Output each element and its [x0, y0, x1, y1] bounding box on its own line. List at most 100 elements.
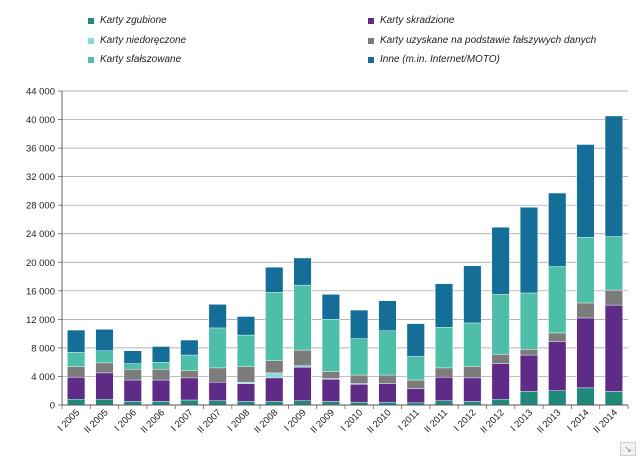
bar-segment — [491, 227, 510, 295]
bar-segment — [604, 391, 623, 406]
bar-segment — [95, 372, 114, 400]
y-tick-label: 12 000 — [26, 315, 55, 326]
x-tick-label: II 2010 — [365, 407, 393, 435]
bar-segment — [293, 257, 312, 286]
bar-segment — [463, 366, 482, 379]
x-tick-label: II 2014 — [592, 407, 620, 435]
legend-item: Karty skradzione — [368, 15, 454, 26]
bar-segment — [548, 390, 567, 406]
bar-segment — [265, 377, 284, 402]
bar-segment — [152, 369, 171, 381]
legend-label: Karty zgubione — [100, 15, 167, 26]
bar-segment — [378, 374, 397, 384]
legend-item: Inne (m.in. Internet/MOTO) — [368, 54, 500, 65]
x-tick-label: I 2008 — [226, 407, 252, 433]
bar-segment — [236, 381, 255, 384]
bar-segment — [548, 266, 567, 334]
bar-segment — [123, 401, 142, 406]
bar-segment — [265, 401, 284, 406]
bar-segment — [67, 329, 86, 353]
bar-segment — [67, 399, 86, 406]
bar-segment — [548, 192, 567, 267]
bar-segment — [378, 383, 397, 403]
bar-segment — [95, 350, 114, 364]
bar-segment — [67, 376, 86, 400]
x-tick-label: II 2009 — [309, 407, 337, 435]
bar-segment — [576, 237, 595, 304]
bar-segment — [576, 302, 595, 319]
bar-segment — [123, 379, 142, 402]
gridlines — [62, 90, 628, 377]
bar-segment — [604, 304, 623, 392]
bar-segment — [123, 363, 142, 370]
bar-segment — [435, 376, 454, 401]
legend-label: Karty sfałszowane — [100, 54, 182, 65]
bar-segment — [350, 384, 369, 403]
bar-segment — [236, 401, 255, 406]
legend-item: Karty sfałszowane — [88, 54, 181, 65]
bar-segment — [180, 354, 199, 371]
bar-segment — [350, 338, 369, 376]
bar-segment — [293, 366, 312, 401]
bar-segment — [95, 399, 114, 406]
bar-segment — [321, 371, 340, 379]
bar-segment — [519, 391, 538, 406]
bar-segment — [208, 304, 227, 329]
bar-segment — [321, 319, 340, 372]
x-tick-label: II 2011 — [422, 407, 450, 435]
x-tick-label: II 2006 — [139, 407, 167, 435]
legend-item: Karty niedoręczone — [88, 35, 186, 46]
y-tick-label: 28 000 — [26, 201, 55, 212]
bar-segment — [378, 300, 397, 331]
bar-segment — [463, 322, 482, 367]
bar-segment — [293, 349, 312, 366]
bar-segment — [463, 401, 482, 406]
bar-segment — [236, 334, 255, 367]
bar-segment — [95, 329, 114, 351]
bar-segment — [321, 294, 340, 320]
legend-swatch — [88, 37, 94, 44]
y-tick-label: 36 000 — [26, 144, 55, 155]
bar-segment — [265, 267, 284, 293]
bar-segment — [123, 350, 142, 364]
x-tick-label: I 2010 — [339, 407, 365, 433]
bar-segment — [491, 354, 510, 364]
bar-segment — [604, 289, 623, 306]
bar-segment — [378, 330, 397, 376]
bar-segment — [519, 207, 538, 294]
bar-segment — [95, 362, 114, 374]
bar-segment — [576, 387, 595, 406]
bar-segment — [208, 327, 227, 369]
x-tick-label: II 2013 — [535, 407, 563, 435]
bar-segment — [123, 369, 142, 381]
y-tick-label: 44 000 — [26, 87, 55, 98]
bar-segment — [208, 381, 227, 401]
y-tick-label: 16 000 — [26, 286, 55, 297]
bar-segment — [67, 351, 86, 367]
legend-swatch — [368, 56, 374, 63]
y-tick-label: 24 000 — [26, 229, 55, 240]
bar-segment — [152, 361, 171, 370]
bar-segment — [548, 341, 567, 391]
legend-label: Karty uzyskane na podstawie fałszywych d… — [380, 35, 597, 46]
bar-segment — [208, 367, 227, 383]
bar-segment — [180, 339, 199, 356]
bar-segment — [152, 379, 171, 402]
bar-segment — [180, 370, 199, 379]
bar-segment — [435, 367, 454, 378]
resize-corner-icon[interactable]: ↘ — [620, 442, 636, 456]
chart-legend: Karty zgubione Karty skradzione Karty nied… — [0, 0, 640, 74]
bar-segment — [350, 309, 369, 339]
legend-item: Karty uzyskane na podstawie fałszywych d… — [368, 35, 596, 46]
y-tick-label: 4 000 — [31, 372, 55, 383]
y-tick-label: 40 000 — [26, 115, 55, 126]
bar-segment — [406, 388, 425, 404]
legend-label: Inne (m.in. Internet/MOTO) — [380, 54, 500, 65]
legend-item: Karty zgubione — [88, 15, 167, 26]
bar-segment — [180, 399, 199, 406]
bar-segment — [576, 317, 595, 389]
bar-segment — [548, 332, 567, 342]
bar-segment — [293, 365, 312, 368]
x-tick-label: I 2013 — [509, 407, 535, 433]
bar-segment — [208, 400, 227, 406]
